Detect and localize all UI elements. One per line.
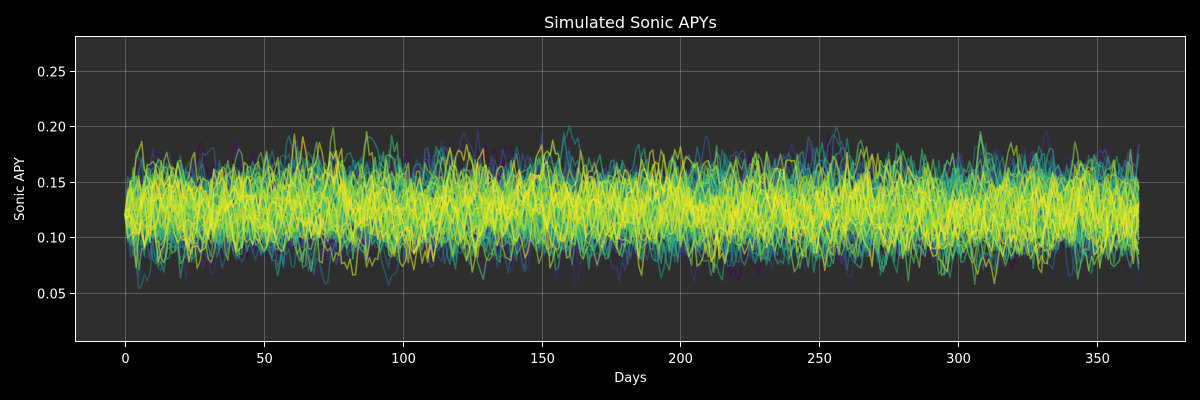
axes-frame [75,36,1186,342]
y-tick-label: 0.25 [37,66,66,81]
x-tick-label: 0 [121,352,129,367]
tick-layer: 0 50 100 150 200 250 300 350 0.05 0.10 0.15 0.20 0.2… [37,66,1110,368]
y-tick-label: 0.15 [37,177,66,192]
y-tick-label: 0.05 [37,288,66,303]
x-tick-label: 250 [807,352,832,367]
x-axis-label: Days [614,371,647,386]
y-axis-label: Sonic APY [13,157,28,221]
simulation-path-line [124,143,1140,268]
x-tick-label: 350 [1085,352,1110,367]
x-tick-label: 300 [946,352,971,367]
simulation-path-line [124,136,1140,263]
series-layer [124,125,1140,290]
chart-title: Simulated Sonic APYs [544,13,717,32]
simulation-path-line [124,147,1140,263]
y-tick-label: 0.10 [37,232,66,247]
x-tick-label: 150 [530,352,555,367]
y-tick-label: 0.20 [37,121,66,136]
simulation-path-line [124,133,1140,276]
x-tick-label: 200 [668,352,693,367]
x-tick-label: 50 [256,352,273,367]
simulation-path-line [124,161,1140,264]
x-tick-label: 100 [391,352,416,367]
